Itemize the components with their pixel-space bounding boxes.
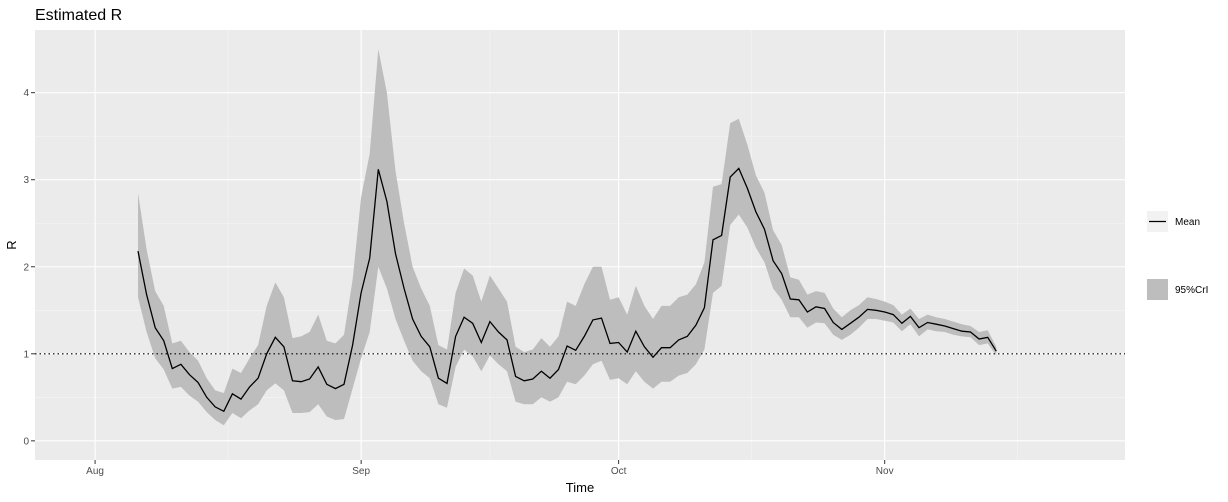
x-axis-title: Time — [566, 480, 594, 495]
x-tick-label: Aug — [86, 466, 104, 477]
y-axis-ticks: 0 1 2 3 4 — [23, 88, 35, 447]
y-tick-label: 3 — [23, 175, 29, 186]
legend-label-mean: Mean — [1175, 217, 1200, 228]
y-tick-label: 4 — [23, 88, 29, 99]
plot-panel — [35, 30, 1125, 460]
x-axis-ticks: Aug Sep Oct Nov — [86, 460, 894, 477]
y-tick-label: 2 — [23, 262, 29, 273]
legend: Mean 95%CrI — [1147, 211, 1208, 300]
x-tick-label: Sep — [352, 466, 370, 477]
x-tick-label: Oct — [611, 466, 627, 477]
x-tick-label: Nov — [876, 466, 894, 477]
mean-line — [137, 167, 997, 413]
legend-label-crl: 95%CrI — [1175, 285, 1208, 296]
y-tick-label: 0 — [23, 436, 29, 447]
chart-title: Estimated R — [35, 7, 122, 24]
y-tick-label: 1 — [23, 349, 29, 360]
legend-key-crl — [1147, 279, 1168, 300]
y-axis-title: R — [4, 240, 19, 249]
credible-interval-band — [138, 49, 997, 426]
